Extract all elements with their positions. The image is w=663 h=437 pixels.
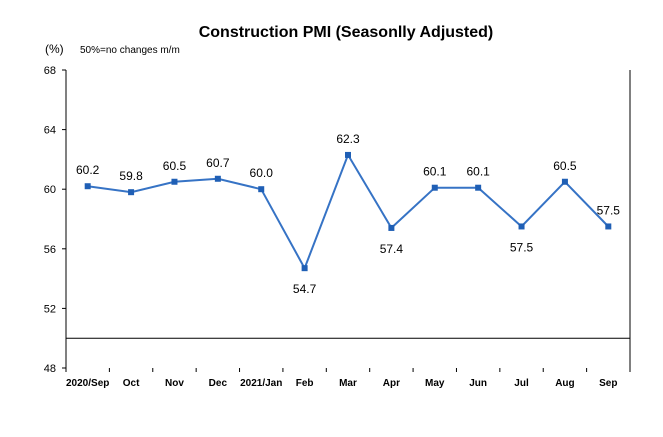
x-tick-label: May <box>425 378 445 389</box>
x-axis: 2020/Sep Oct Nov Dec 2021/Jan Feb Mar Apr May Jun… <box>65 368 631 389</box>
plot-area <box>65 70 631 368</box>
y-tick-label: 48 <box>44 363 56 375</box>
data-label: 59.8 <box>119 169 143 183</box>
data-point <box>475 184 482 191</box>
data-label: 60.1 <box>466 165 490 179</box>
x-tick-label: Mar <box>339 378 357 389</box>
data-point <box>605 223 612 230</box>
data-point <box>84 183 91 190</box>
x-tick-label: Oct <box>123 378 140 389</box>
data-label: 57.5 <box>597 203 621 217</box>
x-tick-label: Dec <box>209 378 228 389</box>
x-tick-label: Aug <box>555 378 574 389</box>
data-label: 60.5 <box>163 159 187 173</box>
data-label: 60.7 <box>206 156 230 170</box>
y-tick-label: 68 <box>44 65 56 77</box>
data-label: 54.7 <box>293 282 317 296</box>
data-label: 60.0 <box>250 166 274 180</box>
x-tick-label: Jul <box>514 378 529 389</box>
x-tick-label: 2021/Jan <box>240 378 282 389</box>
chart-annotation: 50%=no changes m/m <box>80 45 180 56</box>
data-point <box>431 184 438 191</box>
data-label: 60.5 <box>553 159 577 173</box>
data-point <box>345 151 351 158</box>
y-axis-label: (%) <box>45 42 64 56</box>
data-label: 57.5 <box>510 240 534 254</box>
x-tick-label: 2020/Sep <box>66 378 109 389</box>
y-axis: 48 52 56 60 64 68 <box>44 65 66 375</box>
data-point <box>128 189 135 196</box>
x-tick-label: Nov <box>165 378 184 389</box>
data-point <box>388 224 395 231</box>
data-label: 57.4 <box>380 242 404 256</box>
data-label: 60.1 <box>423 165 447 179</box>
x-tick-label: Jun <box>469 378 487 389</box>
y-tick-label: 60 <box>44 184 56 196</box>
series-line-group: 60.2 59.8 60.5 60.7 60.0 54.7 62.3 57.4 60.1 60.1… <box>76 132 620 296</box>
data-point <box>301 265 308 272</box>
y-tick-label: 64 <box>44 125 56 137</box>
x-tick-label: Sep <box>599 378 617 389</box>
y-tick-label: 52 <box>44 303 56 315</box>
data-point <box>171 178 178 185</box>
x-tick-label: Apr <box>383 378 400 389</box>
data-label: 62.3 <box>336 132 360 146</box>
chart-title: Construction PMI (Seasonlly Adjusted) <box>199 24 494 41</box>
data-point <box>258 186 265 193</box>
y-tick-label: 56 <box>44 244 56 256</box>
data-point <box>214 175 221 182</box>
data-label: 60.2 <box>76 163 100 177</box>
data-point <box>561 178 568 185</box>
data-point <box>518 223 525 230</box>
x-tick-label: Feb <box>296 378 314 389</box>
